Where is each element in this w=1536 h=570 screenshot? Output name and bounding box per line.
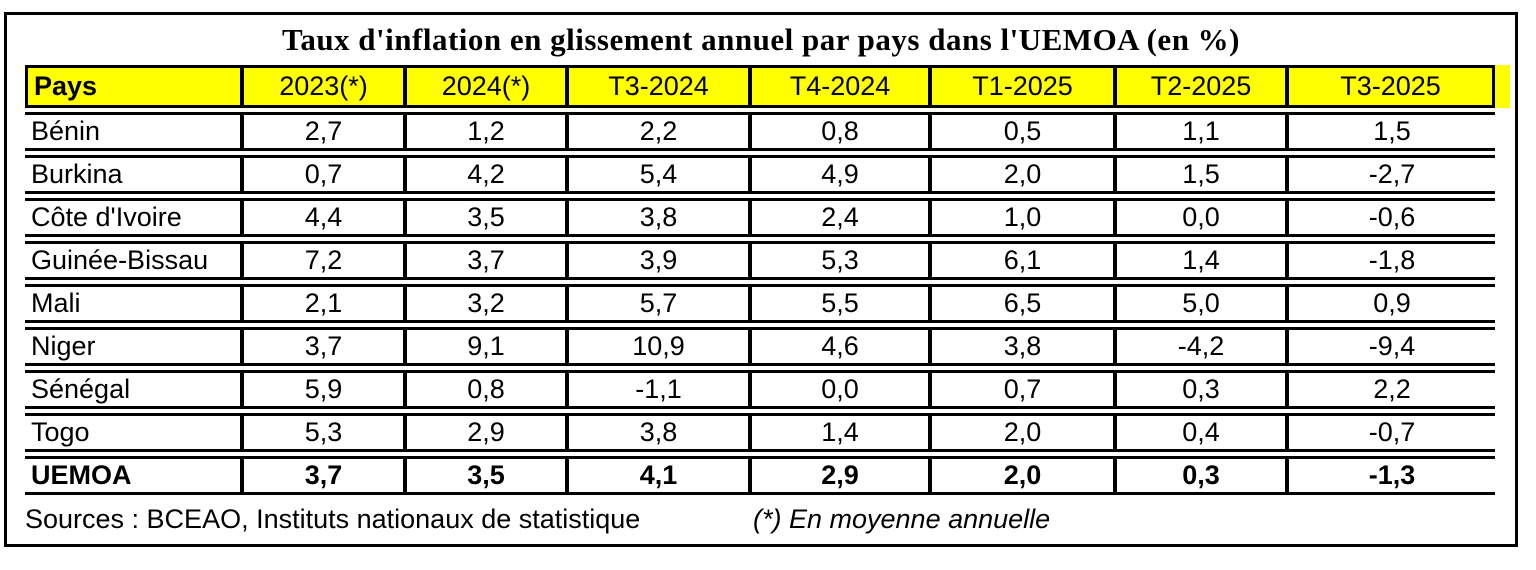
cell-pays: UEMOA	[25, 456, 240, 495]
table-row: Mali 2,1 3,2 5,7 5,5 6,5 5,0 0,9	[25, 284, 1495, 323]
column-header-t2-2025: T2-2025	[1113, 65, 1285, 108]
yellow-highlight-extension	[1495, 65, 1510, 108]
cell-value: -1,8	[1285, 241, 1495, 280]
cell-value: 4,9	[748, 155, 928, 194]
cell-value: 0,4	[1113, 413, 1285, 452]
column-header-t3-2025: T3-2025	[1285, 65, 1495, 108]
cell-value: 2,0	[928, 413, 1113, 452]
cell-value: -2,7	[1285, 155, 1495, 194]
inflation-table: Pays 2023(*) 2024(*) T3-2024 T4-2024 T1-…	[25, 65, 1510, 495]
cell-value: 2,7	[240, 112, 403, 151]
table-row: Bénin 2,7 1,2 2,2 0,8 0,5 1,1 1,5	[25, 112, 1495, 151]
cell-value: 3,2	[403, 284, 565, 323]
cell-value: 9,1	[403, 327, 565, 366]
cell-value: 3,5	[403, 456, 565, 495]
cell-value: 2,0	[928, 155, 1113, 194]
cell-value: 0,3	[1113, 370, 1285, 409]
cell-value: 2,9	[403, 413, 565, 452]
cell-value: 1,5	[1285, 112, 1495, 151]
cell-value: 1,5	[1113, 155, 1285, 194]
cell-pays: Mali	[25, 284, 240, 323]
footnote-text: (*) En moyenne annuelle	[753, 504, 1051, 534]
cell-pays: Sénégal	[25, 370, 240, 409]
cell-pays: Niger	[25, 327, 240, 366]
cell-value: 5,7	[565, 284, 748, 323]
cell-value: 0,3	[1113, 456, 1285, 495]
table-row: UEMOA 3,7 3,5 4,1 2,9 2,0 0,3 -1,3	[25, 456, 1495, 495]
cell-value: 5,4	[565, 155, 748, 194]
cell-value: 1,0	[928, 198, 1113, 237]
cell-value: 0,5	[928, 112, 1113, 151]
table-row: Guinée-Bissau 7,2 3,7 3,9 5,3 6,1 1,4 -1,8	[25, 241, 1495, 280]
cell-value: 4,4	[240, 198, 403, 237]
cell-value: 2,4	[748, 198, 928, 237]
cell-value: -0,6	[1285, 198, 1495, 237]
cell-value: 5,3	[240, 413, 403, 452]
cell-value: 0,9	[1285, 284, 1495, 323]
table-row: Sénégal 5,9 0,8 -1,1 0,0 0,7 0,3 2,2	[25, 370, 1495, 409]
cell-value: 3,5	[403, 198, 565, 237]
column-header-t3-2024: T3-2024	[565, 65, 748, 108]
table-header-row: Pays 2023(*) 2024(*) T3-2024 T4-2024 T1-…	[25, 65, 1510, 108]
cell-value: 10,9	[565, 327, 748, 366]
cell-value: 2,2	[565, 112, 748, 151]
cell-value: 5,0	[1113, 284, 1285, 323]
cell-value: 6,5	[928, 284, 1113, 323]
cell-value: 0,8	[748, 112, 928, 151]
cell-value: 0,7	[240, 155, 403, 194]
cell-value: 1,1	[1113, 112, 1285, 151]
cell-value: 3,7	[403, 241, 565, 280]
cell-value: 0,0	[1113, 198, 1285, 237]
cell-value: 2,1	[240, 284, 403, 323]
column-header-t1-2025: T1-2025	[928, 65, 1113, 108]
cell-value: 5,3	[748, 241, 928, 280]
cell-value: -0,7	[1285, 413, 1495, 452]
cell-value: 3,8	[928, 327, 1113, 366]
cell-value: -1,3	[1285, 456, 1495, 495]
cell-value: 2,2	[1285, 370, 1495, 409]
cell-value: 1,4	[748, 413, 928, 452]
cell-value: 4,2	[403, 155, 565, 194]
table-row: Niger 3,7 9,1 10,9 4,6 3,8 -4,2 -9,4	[25, 327, 1495, 366]
cell-value: 2,0	[928, 456, 1113, 495]
cell-pays: Bénin	[25, 112, 240, 151]
cell-pays: Côte d'Ivoire	[25, 198, 240, 237]
column-header-2023: 2023(*)	[240, 65, 403, 108]
cell-value: 2,9	[748, 456, 928, 495]
cell-value: 1,2	[403, 112, 565, 151]
table-row: Togo 5,3 2,9 3,8 1,4 2,0 0,4 -0,7	[25, 413, 1495, 452]
cell-value: 4,6	[748, 327, 928, 366]
table-title: Taux d'inflation en glissement annuel pa…	[281, 22, 1241, 57]
document-frame: Taux d'inflation en glissement annuel pa…	[4, 12, 1518, 547]
column-header-t4-2024: T4-2024	[748, 65, 928, 108]
cell-value: 3,8	[565, 413, 748, 452]
cell-value: 3,7	[240, 327, 403, 366]
table-row: Burkina 0,7 4,2 5,4 4,9 2,0 1,5 -2,7	[25, 155, 1495, 194]
cell-value: 3,8	[565, 198, 748, 237]
cell-value: 7,2	[240, 241, 403, 280]
cell-value: 6,1	[928, 241, 1113, 280]
cell-pays: Togo	[25, 413, 240, 452]
cell-value: -4,2	[1113, 327, 1285, 366]
column-header-2024: 2024(*)	[403, 65, 565, 108]
sources-text: Sources : BCEAO, Instituts nationaux de …	[25, 504, 641, 534]
cell-value: 0,0	[748, 370, 928, 409]
cell-value: 3,9	[565, 241, 748, 280]
cell-value: 0,8	[403, 370, 565, 409]
cell-value: -9,4	[1285, 327, 1495, 366]
cell-value: 5,9	[240, 370, 403, 409]
table-row: Côte d'Ivoire 4,4 3,5 3,8 2,4 1,0 0,0 -0,6	[25, 198, 1495, 237]
cell-pays: Burkina	[25, 155, 240, 194]
cell-value: 3,7	[240, 456, 403, 495]
cell-value: -1,1	[565, 370, 748, 409]
cell-value: 5,5	[748, 284, 928, 323]
cell-value: 4,1	[565, 456, 748, 495]
table-footer: Sources : BCEAO, Instituts nationaux de …	[25, 504, 1515, 535]
cell-value: 0,7	[928, 370, 1113, 409]
cell-value: 1,4	[1113, 241, 1285, 280]
column-header-pays: Pays	[25, 65, 240, 108]
cell-pays: Guinée-Bissau	[25, 241, 240, 280]
